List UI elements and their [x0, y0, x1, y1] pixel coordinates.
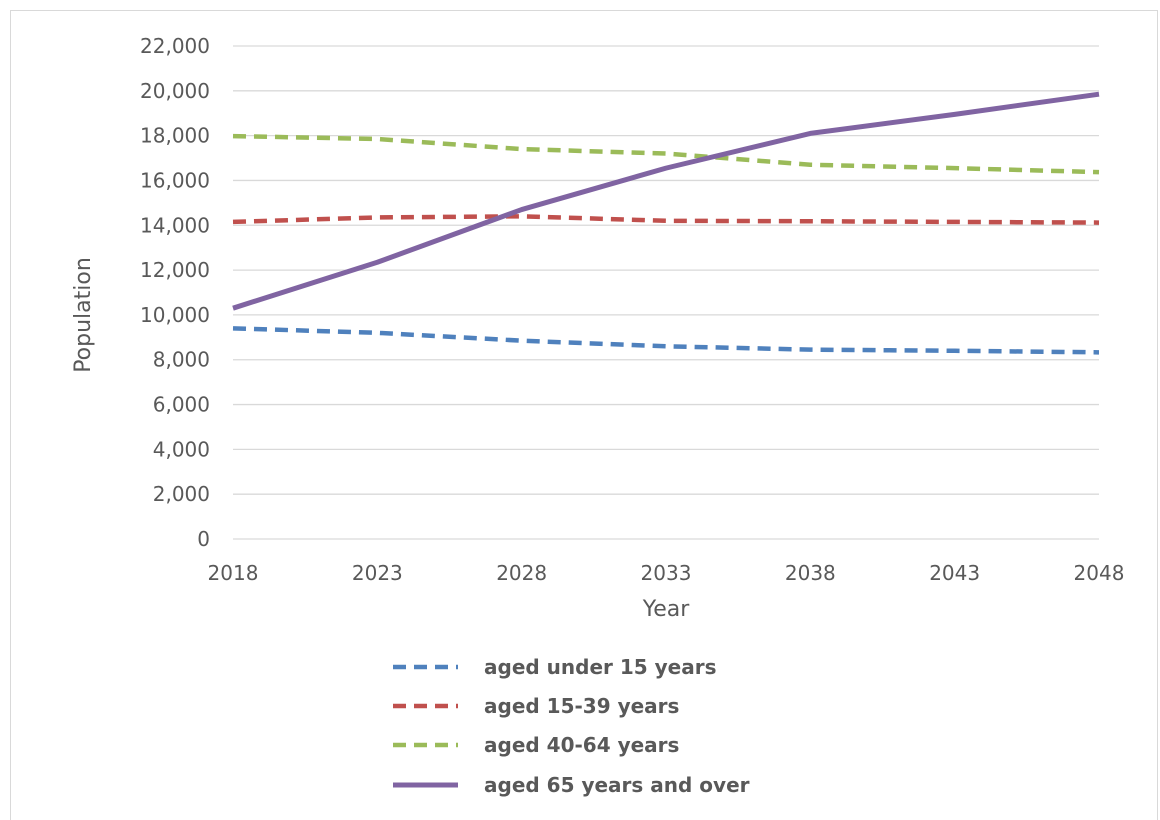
- y-tick-label: 12,000: [140, 258, 210, 282]
- legend-item: aged 40-64 years: [393, 733, 679, 757]
- legend-item: aged 65 years and over: [393, 773, 750, 797]
- y-tick-label: 14,000: [140, 213, 210, 237]
- y-tick-label: 16,000: [140, 168, 210, 192]
- y-axis-ticks: 0 2,000 4,000 6,000 8,000 10,000 12,000 14,000 1…: [140, 34, 210, 551]
- x-tick-label: 2043: [929, 561, 980, 585]
- y-tick-label: 2,000: [153, 482, 210, 506]
- x-tick-label: 2038: [785, 561, 836, 585]
- x-tick-label: 2048: [1074, 561, 1125, 585]
- gridlines: [233, 45, 1099, 540]
- y-tick-label: 8,000: [153, 348, 210, 372]
- series-line-aged-65-years-and-over: [232, 91, 1100, 311]
- legend-item: aged under 15 years: [393, 655, 717, 679]
- y-tick-label: 6,000: [153, 393, 210, 417]
- y-tick-label: 4,000: [153, 437, 210, 461]
- x-tick-label: 2023: [352, 561, 403, 585]
- series-line-aged-40-64-years: [232, 133, 1100, 175]
- series-lines: [232, 91, 1100, 355]
- x-tick-label: 2033: [641, 561, 692, 585]
- y-tick-label: 10,000: [140, 303, 210, 327]
- chart-frame: [10, 10, 1158, 820]
- y-tick-label: 0: [197, 527, 210, 551]
- series-line-aged-15-39-years: [232, 214, 1100, 225]
- x-tick-label: 2028: [496, 561, 547, 585]
- x-axis-title: Year: [642, 597, 691, 622]
- series-line-aged-under-15-years: [232, 326, 1100, 355]
- legend: aged under 15 years aged 15-39 years aged …: [393, 655, 750, 797]
- y-tick-label: 22,000: [140, 34, 210, 58]
- x-tick-label: 2018: [208, 561, 259, 585]
- legend-item: aged 15-39 years: [393, 694, 679, 718]
- legend-label: aged 15-39 years: [484, 694, 679, 718]
- legend-label: aged 40-64 years: [484, 733, 679, 757]
- y-tick-label: 20,000: [140, 79, 210, 103]
- y-axis-title: Population: [71, 257, 96, 373]
- legend-label: aged 65 years and over: [484, 773, 750, 797]
- legend-label: aged under 15 years: [484, 655, 717, 679]
- x-axis-ticks: 2018 2023 2028 2033 2038 2043 2048: [208, 561, 1125, 585]
- y-tick-label: 18,000: [140, 124, 210, 148]
